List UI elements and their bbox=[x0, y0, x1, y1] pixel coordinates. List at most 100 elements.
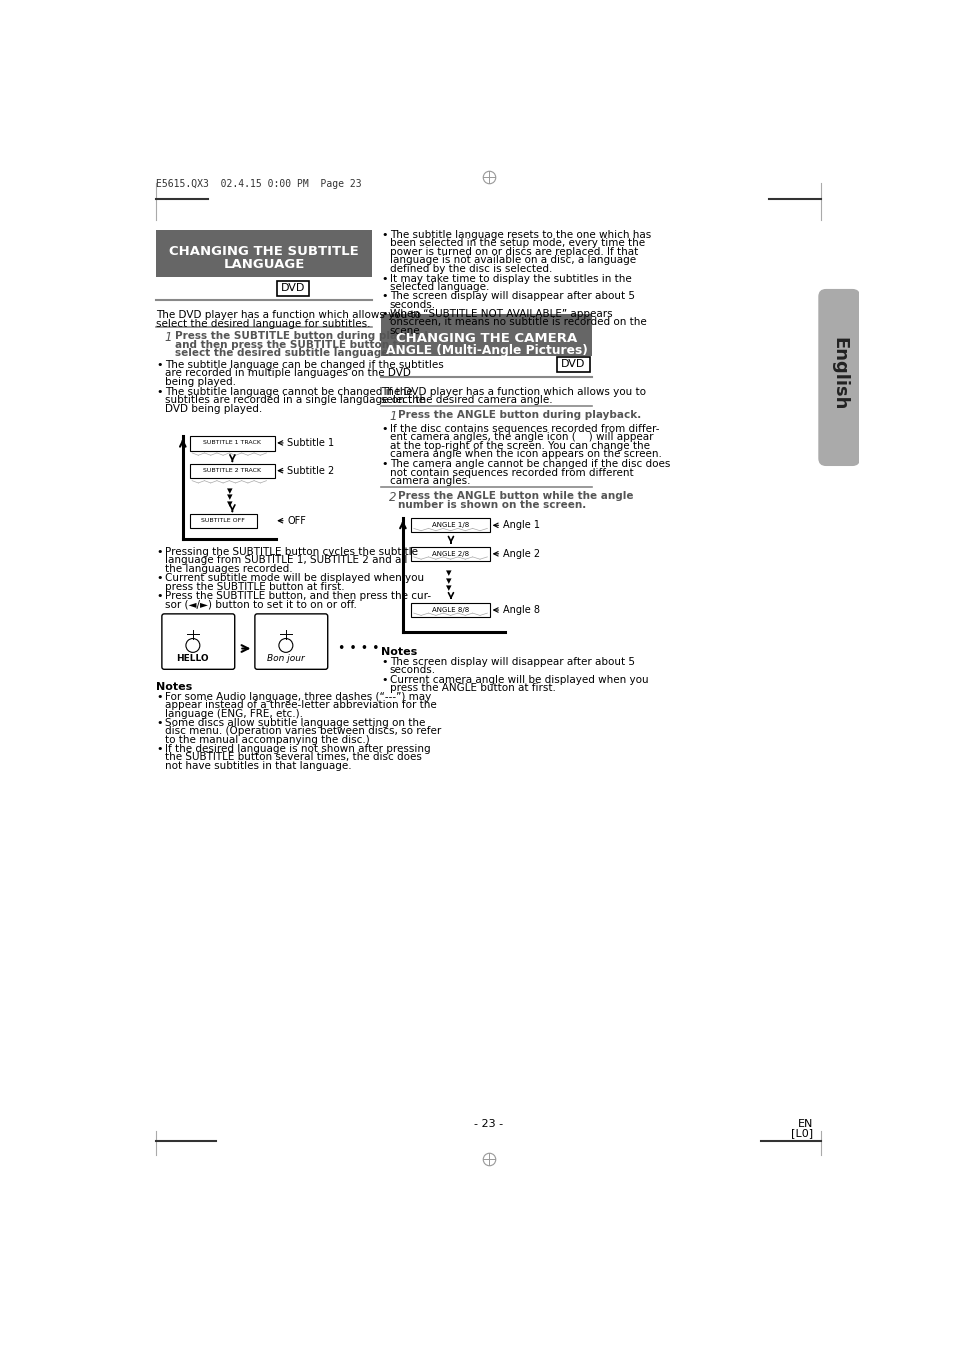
Text: not contain sequences recorded from different: not contain sequences recorded from diff… bbox=[390, 468, 633, 478]
Text: 1: 1 bbox=[389, 410, 396, 422]
Text: Subtitle 1: Subtitle 1 bbox=[287, 438, 335, 448]
Text: ANGLE 1/8: ANGLE 1/8 bbox=[432, 522, 469, 529]
Text: •: • bbox=[381, 459, 387, 469]
Text: ▾: ▾ bbox=[227, 499, 233, 510]
Text: select the desired camera angle.: select the desired camera angle. bbox=[381, 395, 552, 405]
Text: •: • bbox=[381, 424, 387, 433]
Text: Press the ANGLE button during playback.: Press the ANGLE button during playback. bbox=[397, 410, 640, 420]
Text: ANGLE 2/8: ANGLE 2/8 bbox=[432, 550, 469, 557]
Text: DVD: DVD bbox=[560, 359, 585, 370]
Text: The screen display will disappear after about 5: The screen display will disappear after … bbox=[390, 657, 634, 666]
Text: defined by the disc is selected.: defined by the disc is selected. bbox=[390, 263, 552, 274]
FancyBboxPatch shape bbox=[162, 614, 234, 669]
Text: •: • bbox=[156, 591, 163, 600]
Text: seconds.: seconds. bbox=[390, 665, 436, 676]
Text: ▾: ▾ bbox=[445, 576, 451, 585]
Text: seconds.: seconds. bbox=[390, 299, 436, 310]
Text: select the desired subtitle language.: select the desired subtitle language. bbox=[174, 348, 392, 359]
Text: at the top-right of the screen. You can change the: at the top-right of the screen. You can … bbox=[390, 441, 649, 451]
Text: Subtitle 2: Subtitle 2 bbox=[287, 465, 335, 476]
FancyBboxPatch shape bbox=[276, 281, 309, 295]
Text: Pressing the SUBTITLE button cycles the subtitle: Pressing the SUBTITLE button cycles the … bbox=[165, 546, 417, 557]
Text: language from SUBTITLE 1, SUBTITLE 2 and all: language from SUBTITLE 1, SUBTITLE 2 and… bbox=[165, 556, 407, 565]
Text: not have subtitles in that language.: not have subtitles in that language. bbox=[165, 761, 352, 770]
Text: DVD: DVD bbox=[280, 283, 305, 293]
Text: •: • bbox=[156, 573, 163, 583]
Text: camera angle when the icon appears on the screen.: camera angle when the icon appears on th… bbox=[390, 449, 661, 459]
Text: •: • bbox=[381, 291, 387, 301]
Text: ▾: ▾ bbox=[445, 584, 451, 594]
Text: language (ENG, FRE, etc.).: language (ENG, FRE, etc.). bbox=[165, 708, 303, 719]
Text: the SUBTITLE button several times, the disc does: the SUBTITLE button several times, the d… bbox=[165, 753, 421, 762]
Text: SUBTITLE OFF: SUBTITLE OFF bbox=[201, 518, 245, 523]
Text: the languages recorded.: the languages recorded. bbox=[165, 564, 293, 573]
Text: 1: 1 bbox=[164, 332, 172, 344]
Text: Angle 2: Angle 2 bbox=[502, 549, 539, 558]
Text: to the manual accompanying the disc.): to the manual accompanying the disc.) bbox=[165, 735, 370, 745]
Text: •: • bbox=[381, 674, 387, 685]
Text: scene.: scene. bbox=[390, 326, 423, 336]
Text: are recorded in multiple languages on the DVD: are recorded in multiple languages on th… bbox=[165, 368, 411, 378]
Text: appear instead of a three-letter abbreviation for the: appear instead of a three-letter abbrevi… bbox=[165, 700, 436, 710]
Text: •: • bbox=[381, 229, 387, 240]
Text: press the ANGLE button at first.: press the ANGLE button at first. bbox=[390, 683, 555, 693]
Text: OFF: OFF bbox=[287, 515, 306, 526]
Text: The screen display will disappear after about 5: The screen display will disappear after … bbox=[390, 291, 634, 301]
Text: Current subtitle mode will be displayed when you: Current subtitle mode will be displayed … bbox=[165, 573, 424, 583]
Text: •: • bbox=[156, 745, 163, 754]
Text: selected language.: selected language. bbox=[390, 282, 489, 291]
Text: •: • bbox=[156, 546, 163, 557]
Text: subtitles are recorded in a single language on the: subtitles are recorded in a single langu… bbox=[165, 395, 425, 405]
Text: •: • bbox=[156, 692, 163, 701]
Text: If the disc contains sequences recorded from differ-: If the disc contains sequences recorded … bbox=[390, 424, 659, 433]
Text: The camera angle cannot be changed if the disc does: The camera angle cannot be changed if th… bbox=[390, 459, 669, 469]
Text: • • • •: • • • • bbox=[337, 642, 379, 656]
Text: E5615.QX3  02.4.15 0:00 PM  Page 23: E5615.QX3 02.4.15 0:00 PM Page 23 bbox=[156, 179, 362, 189]
Text: HELLO: HELLO bbox=[176, 654, 209, 662]
Text: Press the ANGLE button while the angle: Press the ANGLE button while the angle bbox=[397, 491, 633, 502]
Text: onscreen, it means no subtitle is recorded on the: onscreen, it means no subtitle is record… bbox=[390, 317, 646, 328]
FancyBboxPatch shape bbox=[190, 514, 257, 529]
Text: Angle 1: Angle 1 bbox=[502, 521, 539, 530]
Text: LANGUAGE: LANGUAGE bbox=[223, 258, 305, 271]
Text: English: English bbox=[829, 337, 847, 410]
Text: ▾: ▾ bbox=[227, 492, 233, 503]
FancyBboxPatch shape bbox=[381, 314, 592, 356]
Text: CHANGING THE CAMERA: CHANGING THE CAMERA bbox=[395, 332, 577, 345]
Text: The subtitle language can be changed if the subtitles: The subtitle language can be changed if … bbox=[165, 360, 443, 370]
Text: press the SUBTITLE button at first.: press the SUBTITLE button at first. bbox=[165, 581, 344, 591]
Text: language is not available on a disc, a language: language is not available on a disc, a l… bbox=[390, 255, 636, 264]
Text: The DVD player has a function which allows you to: The DVD player has a function which allo… bbox=[381, 387, 645, 397]
Text: The DVD player has a function which allows you to: The DVD player has a function which allo… bbox=[156, 310, 421, 321]
FancyBboxPatch shape bbox=[411, 518, 490, 533]
Text: •: • bbox=[381, 657, 387, 666]
Text: Some discs allow subtitle language setting on the: Some discs allow subtitle language setti… bbox=[165, 718, 425, 728]
Text: ent camera angles, the angle icon (    ) will appear: ent camera angles, the angle icon ( ) wi… bbox=[390, 432, 653, 442]
Text: The subtitle language resets to the one which has: The subtitle language resets to the one … bbox=[390, 229, 650, 240]
Text: Press the SUBTITLE button during playback,: Press the SUBTITLE button during playbac… bbox=[174, 332, 435, 341]
Text: select the desired language for subtitles.: select the desired language for subtitle… bbox=[156, 318, 371, 329]
Text: camera angles.: camera angles. bbox=[390, 476, 470, 486]
Text: Press the SUBTITLE button, and then press the cur-: Press the SUBTITLE button, and then pres… bbox=[165, 591, 431, 600]
Text: •: • bbox=[156, 387, 163, 397]
Text: It may take time to display the subtitles in the: It may take time to display the subtitle… bbox=[390, 274, 631, 283]
FancyBboxPatch shape bbox=[156, 229, 372, 278]
Text: - 23 -: - 23 - bbox=[474, 1118, 503, 1129]
Text: EN: EN bbox=[797, 1118, 812, 1129]
Text: CHANGING THE SUBTITLE: CHANGING THE SUBTITLE bbox=[169, 244, 358, 258]
Text: •: • bbox=[381, 309, 387, 318]
Text: been selected in the setup mode, every time the: been selected in the setup mode, every t… bbox=[390, 239, 644, 248]
Text: 2: 2 bbox=[389, 491, 396, 505]
Text: Current camera angle will be displayed when you: Current camera angle will be displayed w… bbox=[390, 674, 648, 685]
Text: power is turned on or discs are replaced. If that: power is turned on or discs are replaced… bbox=[390, 247, 638, 256]
Text: For some Audio language, three dashes (“---”) may: For some Audio language, three dashes (“… bbox=[165, 692, 431, 701]
Text: The subtitle language cannot be changed if the: The subtitle language cannot be changed … bbox=[165, 387, 413, 397]
FancyBboxPatch shape bbox=[411, 546, 490, 561]
Text: ANGLE 8/8: ANGLE 8/8 bbox=[432, 607, 469, 612]
Text: •: • bbox=[381, 274, 387, 283]
FancyBboxPatch shape bbox=[557, 357, 589, 372]
Text: If the desired language is not shown after pressing: If the desired language is not shown aft… bbox=[165, 745, 430, 754]
Text: Bon jour: Bon jour bbox=[267, 654, 304, 662]
Text: sor (◄/►) button to set it to on or off.: sor (◄/►) button to set it to on or off. bbox=[165, 599, 356, 610]
Text: ▾: ▾ bbox=[227, 486, 233, 495]
